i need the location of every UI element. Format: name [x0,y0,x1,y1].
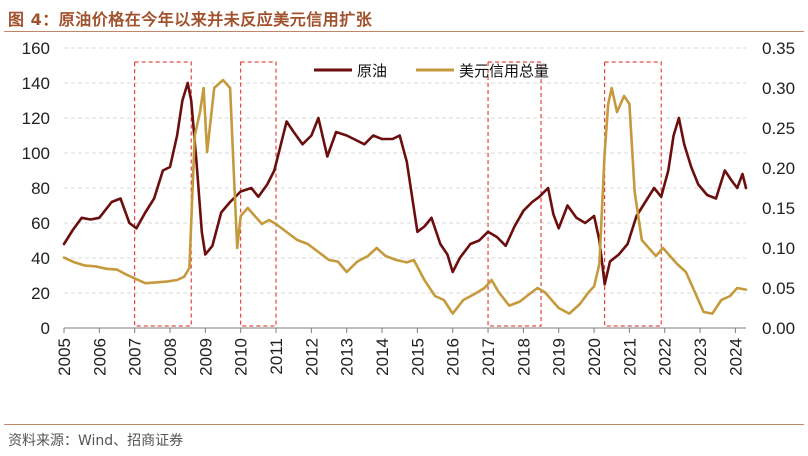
y-left-tick-label: 0 [41,319,50,338]
x-tick-label: 2016 [444,338,463,376]
y-left-tick-label: 120 [22,109,50,128]
y-left-tick-label: 60 [31,214,50,233]
x-tick-label: 2009 [196,338,215,376]
x-tick-label: 2018 [514,338,533,376]
x-tick-label: 2010 [232,338,251,376]
y-right-tick-label: 0.00 [762,319,795,338]
x-tick-label: 2022 [656,338,675,376]
y-left-tick-label: 140 [22,74,50,93]
line-chart: 0 20 40 60 80 100 120 140 160 0.00 0.05 0.10 0.15 0.2… [22,39,795,376]
x-tick-label: 2015 [408,338,427,376]
axes: 0 20 40 60 80 100 120 140 160 0.00 0.05 0.10 0.15 0.2… [22,39,795,376]
highlight-box [604,61,662,327]
x-tick-label: 2012 [302,338,321,376]
gridlines [64,47,746,294]
highlight-box [134,61,192,327]
legend: 原油 美元信用总量 [314,62,549,80]
x-tick-label: 2014 [373,338,392,376]
y-left-tick-label: 80 [31,179,50,198]
series-lines [62,78,748,315]
series-line-oil [62,81,748,286]
series-line-credit [62,78,748,315]
y-right-tick-label: 0.20 [762,159,795,178]
x-tick-label: 2007 [126,338,145,376]
legend-label-oil: 原油 [357,62,387,80]
x-tick-label: 2017 [479,338,498,376]
highlight-box [240,61,277,327]
source-note: 资料来源：Wind、招商证券 [8,433,184,449]
x-tick-label: 2008 [161,338,180,376]
top-rule [4,31,804,32]
y-right-tick-label: 0.05 [762,279,795,298]
x-tick-label: 2024 [726,338,745,376]
legend-label-credit: 美元信用总量 [459,62,549,80]
bottom-rule [4,424,804,425]
x-tick-label: 2019 [550,338,569,376]
y-right-tick-label: 0.10 [762,239,795,258]
y-left-tick-label: 20 [31,284,50,303]
x-tick-label: 2021 [620,338,639,376]
y-right-tick-label: 0.35 [762,39,795,58]
figure-title: 图 4：原油价格在今年以来并未反应美元信用扩张 [8,10,373,29]
y-right-tick-label: 0.25 [762,119,795,138]
x-tick-label: 2013 [338,338,357,376]
y-right-tick-label: 0.30 [762,79,795,98]
x-tick-label: 2005 [55,338,74,376]
y-right-tick-label: 0.15 [762,199,795,218]
y-left-tick-label: 40 [31,249,50,268]
x-tick-label: 2011 [267,338,286,375]
x-tick-label: 2006 [90,338,109,376]
x-tick-label: 2020 [585,338,604,376]
x-tick-label: 2023 [691,338,710,376]
y-left-tick-label: 100 [22,144,50,163]
y-left-tick-label: 160 [22,39,50,58]
